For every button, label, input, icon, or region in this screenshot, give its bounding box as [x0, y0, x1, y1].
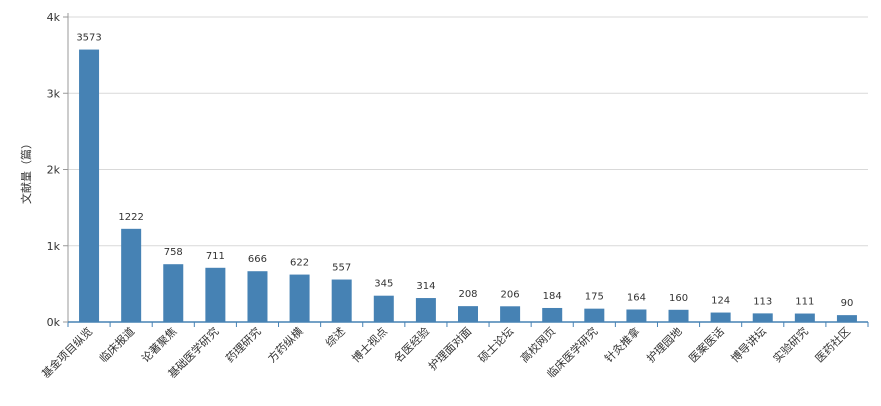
data-label: 124: [711, 296, 730, 307]
category-label: 博士视点: [349, 324, 390, 365]
category-label: 高校网页: [517, 324, 558, 365]
data-labels: 3573 1222 758 711 666 622 557 345 314 208 206 184 17…: [76, 33, 853, 310]
bar: [584, 308, 605, 322]
bar: [247, 271, 268, 322]
y-tick-label: 2k: [47, 164, 61, 177]
category-label: 医药社区: [812, 324, 853, 365]
bar: [121, 228, 142, 322]
category-label: 名医经验: [391, 324, 432, 365]
data-label: 160: [669, 293, 688, 304]
category-label: 方药纵横: [265, 324, 306, 365]
y-tick-label: 0k: [47, 316, 61, 329]
bar: [458, 306, 478, 322]
data-label: 666: [248, 254, 267, 265]
category-label: 药理研究: [223, 324, 264, 365]
bar: [373, 295, 394, 322]
category-label: 护理面对面: [425, 324, 474, 373]
data-label: 758: [164, 247, 183, 258]
category-label: 基金项目纵览: [39, 324, 96, 381]
data-label: 557: [332, 263, 351, 274]
category-label: 论著聚焦: [138, 324, 179, 365]
bars: [79, 49, 857, 323]
bar: [542, 307, 563, 322]
category-label: 临床报道: [96, 324, 137, 365]
bar: [836, 315, 857, 322]
data-label: 3573: [76, 33, 101, 44]
data-label: 90: [841, 298, 854, 309]
data-label: 1222: [118, 212, 143, 223]
category-label: 医案医话: [686, 324, 727, 365]
category-label: 博导讲坛: [728, 324, 769, 365]
bar: [331, 279, 352, 322]
y-tick-label: 4k: [47, 11, 61, 24]
data-label: 622: [290, 258, 309, 269]
data-label: 175: [585, 292, 604, 303]
data-label: 314: [416, 281, 435, 292]
bar: [710, 312, 731, 322]
bar: [752, 313, 773, 322]
category-label: 综述: [322, 324, 347, 349]
data-label: 111: [795, 297, 814, 308]
data-label: 113: [753, 296, 772, 307]
data-label: 208: [458, 289, 477, 300]
bar: [415, 298, 436, 322]
category-label: 硕士论坛: [475, 324, 516, 365]
data-label: 711: [206, 251, 225, 262]
y-tick-label: 3k: [47, 87, 61, 100]
y-axis-title: 文献量（篇）: [19, 138, 33, 204]
bar: [163, 264, 184, 322]
data-label: 164: [627, 292, 646, 303]
bar: [626, 309, 647, 322]
bar: [289, 274, 310, 322]
bar: [205, 267, 226, 322]
bar: [500, 306, 521, 322]
category-label: 护理园地: [644, 324, 685, 365]
bar: [794, 313, 815, 322]
category-label: 实验研究: [770, 324, 811, 365]
data-label: 345: [374, 279, 393, 290]
gridlines: [68, 16, 868, 247]
y-tick-label: 1k: [47, 240, 61, 253]
bar: [668, 309, 689, 322]
y-axis-ticks: 0k 1k 2k 3k 4k: [47, 11, 68, 329]
category-label: 针灸推拿: [602, 324, 643, 365]
bar: [79, 49, 100, 323]
data-label: 206: [501, 289, 520, 300]
data-label: 184: [543, 291, 562, 302]
